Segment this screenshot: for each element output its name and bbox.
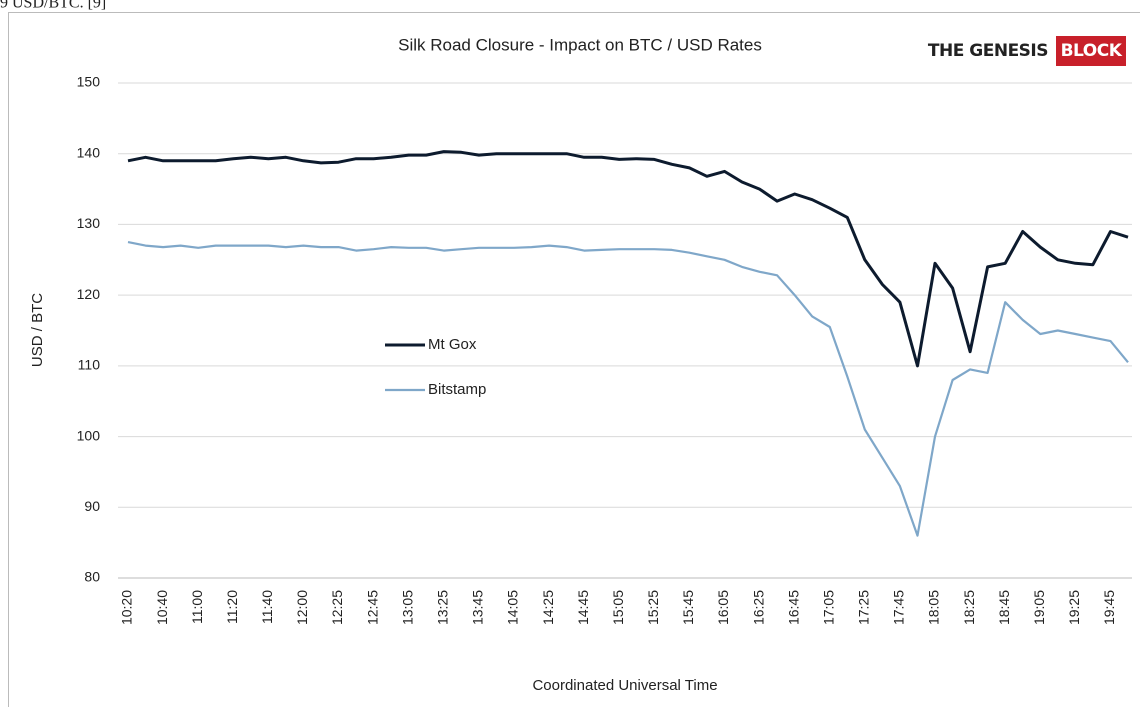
x-tick-label: 14:25: [540, 590, 556, 625]
x-tick-label: 16:25: [750, 590, 766, 625]
x-tick-label: 18:45: [996, 590, 1012, 625]
x-tick-label: 15:45: [680, 590, 696, 625]
x-tick-label: 13:45: [470, 590, 486, 625]
y-tick-label: 140: [77, 144, 101, 160]
x-axis-label: Coordinated Universal Time: [532, 677, 717, 694]
x-tick-label: 19:05: [1031, 590, 1047, 625]
x-tick-label: 16:05: [715, 590, 731, 625]
logo-text: THE GENESIS: [928, 41, 1048, 61]
x-tick-label: 17:45: [891, 590, 907, 625]
legend-label: Mt Gox: [428, 336, 477, 353]
x-tick-label: 10:20: [119, 590, 135, 625]
x-tick-label: 18:25: [961, 590, 977, 625]
x-tick-label: 15:25: [645, 590, 661, 625]
x-tick-label: 17:05: [820, 590, 836, 625]
x-tick-label: 17:25: [856, 590, 872, 625]
caption-fragment: 9 USD/BTC. [9]: [0, 0, 106, 12]
chart-title: Silk Road Closure - Impact on BTC / USD …: [398, 35, 762, 54]
x-tick-label: 12:00: [294, 590, 310, 625]
x-tick-label: 12:25: [329, 590, 345, 625]
y-tick-label: 130: [77, 215, 101, 231]
x-tick-label: 15:05: [610, 590, 626, 625]
y-tick-label: 100: [77, 427, 101, 443]
series-line: [128, 152, 1128, 366]
y-axis-label: USD / BTC: [29, 293, 46, 367]
x-tick-label: 12:45: [364, 590, 380, 625]
x-tick-label: 11:00: [189, 590, 205, 624]
series-line: [128, 242, 1128, 535]
y-tick-label: 80: [84, 569, 100, 585]
x-tick-label: 19:25: [1066, 590, 1082, 625]
x-tick-label: 16:45: [785, 590, 801, 625]
x-tick-label: 10:40: [154, 590, 170, 625]
x-tick-label: 11:20: [224, 590, 240, 624]
x-tick-label: 19:45: [1101, 590, 1117, 625]
logo-text: BLOCK: [1061, 41, 1123, 61]
x-tick-label: 14:45: [575, 590, 591, 625]
x-tick-label: 11:40: [259, 590, 275, 624]
y-tick-label: 90: [84, 498, 100, 514]
y-tick-label: 110: [78, 357, 101, 373]
legend-label: Bitstamp: [428, 381, 486, 398]
y-tick-label: 150: [77, 74, 101, 90]
y-tick-label: 120: [77, 286, 101, 302]
x-tick-label: 13:05: [399, 590, 415, 625]
x-tick-label: 14:05: [505, 590, 521, 625]
x-tick-label: 13:25: [434, 590, 450, 625]
x-tick-label: 18:05: [926, 590, 942, 625]
